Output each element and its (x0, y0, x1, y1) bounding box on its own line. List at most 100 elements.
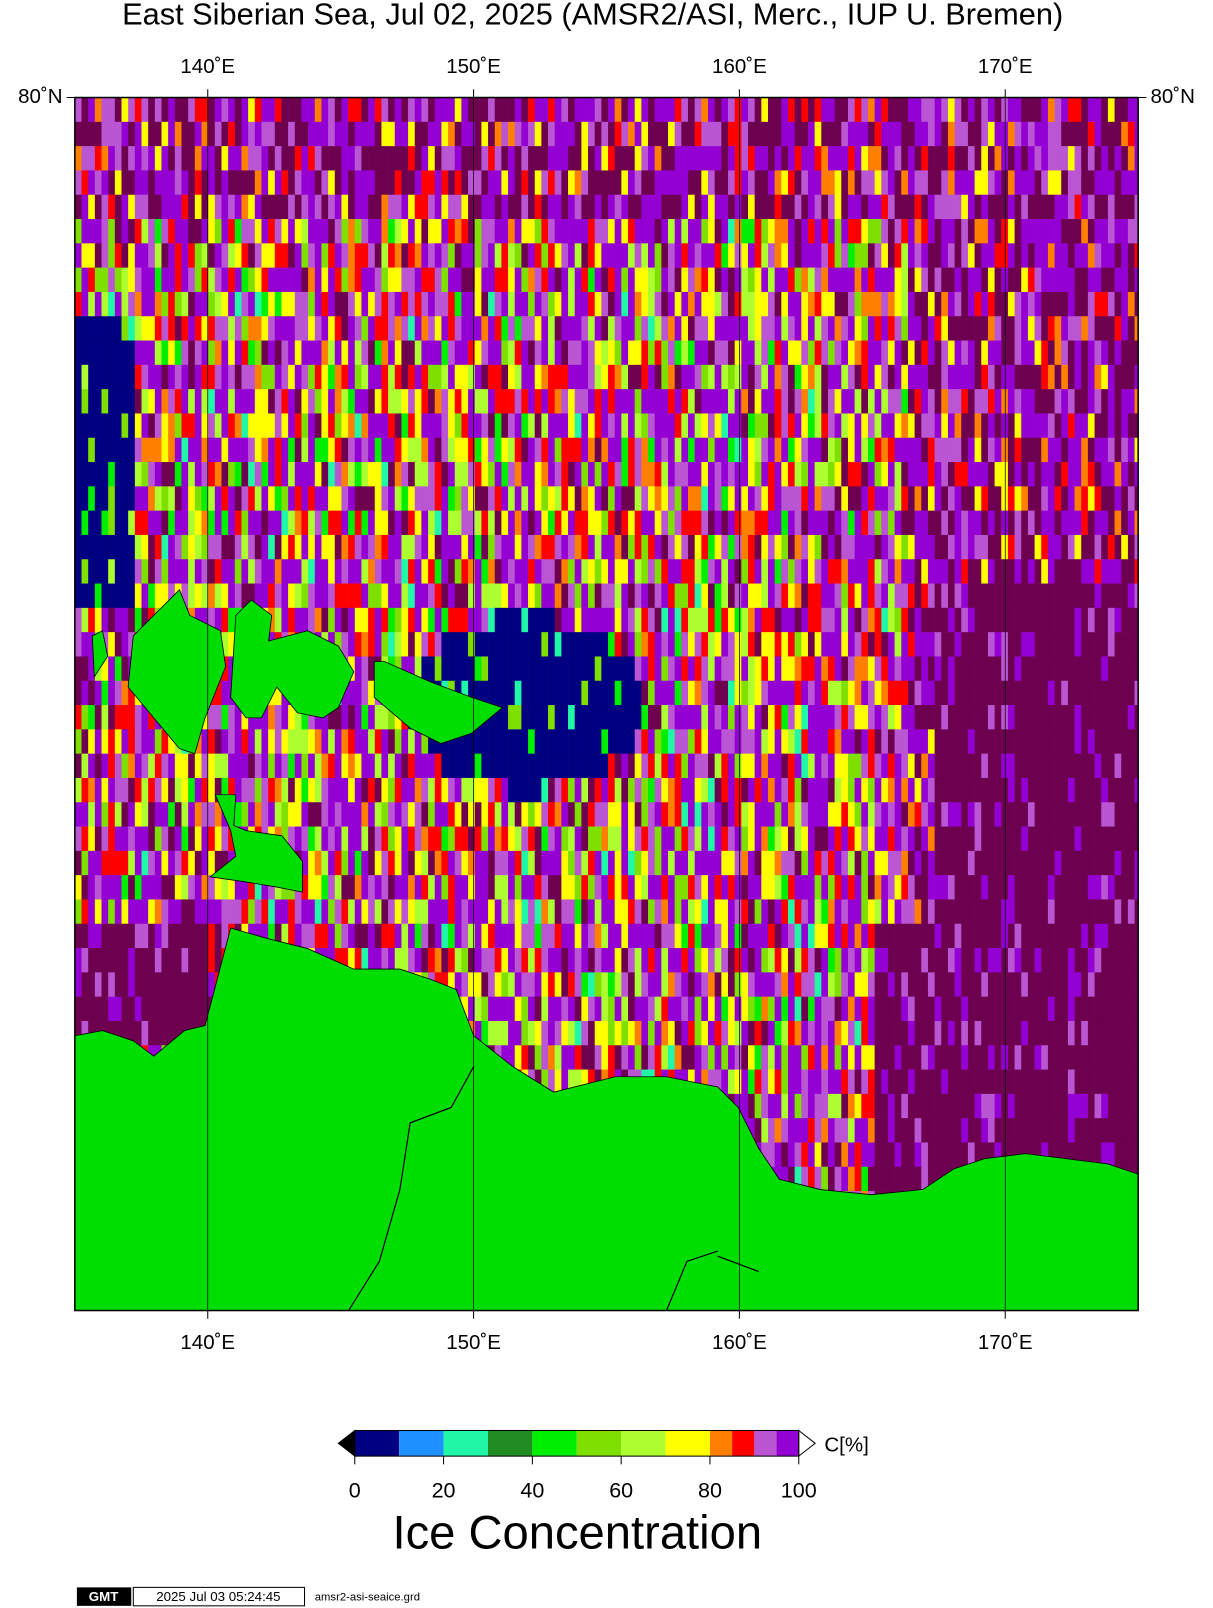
ice-cell (254, 121, 262, 147)
ice-cell (801, 437, 809, 463)
ice-cell (288, 607, 296, 633)
ice-cell (787, 656, 795, 682)
ice-cell (614, 267, 622, 293)
ice-cell (914, 413, 922, 439)
ice-cell (1001, 559, 1009, 584)
ice-cell (767, 121, 775, 147)
ice-cell (987, 510, 995, 536)
ice-cell (301, 219, 309, 244)
ice-cell (847, 559, 855, 584)
ice-cell (881, 316, 889, 341)
ice-cell (81, 97, 89, 123)
ice-cell (634, 729, 642, 754)
ice-cell (268, 316, 276, 341)
ice-cell (401, 486, 409, 511)
ice-cell (887, 340, 895, 366)
ice-cell (568, 680, 576, 706)
ice-cell (1021, 462, 1029, 487)
ice-cell (134, 462, 142, 487)
ice-cell (1047, 389, 1055, 414)
ice-cell (827, 340, 835, 366)
ice-cell (534, 437, 542, 463)
ice-cell (101, 243, 109, 268)
ice-cell (181, 462, 189, 487)
ice-cell (228, 219, 236, 244)
ice-cell (148, 559, 156, 584)
ice-cell (714, 656, 722, 682)
ice-cell (1027, 534, 1035, 560)
ice-cell (867, 121, 875, 147)
ice-cell (801, 364, 809, 390)
ice-cell (621, 826, 629, 852)
ice-cell (534, 753, 542, 779)
ice-cell (208, 194, 216, 220)
ice-cell (961, 219, 969, 244)
ice-cell (821, 802, 829, 827)
ice-cell (1087, 802, 1095, 827)
ice-cell (861, 170, 869, 196)
ice-cell (288, 364, 296, 390)
ice-cell (161, 826, 169, 852)
ice-cell (408, 729, 416, 754)
ice-cell (394, 389, 402, 414)
ice-cell (961, 583, 969, 609)
ice-cell (668, 486, 675, 511)
ice-cell (901, 316, 909, 341)
ice-cell (787, 607, 795, 633)
ice-cell (174, 316, 182, 341)
ice-cell (308, 437, 316, 463)
ice-cell (1001, 146, 1009, 171)
ice-cell (1001, 656, 1009, 682)
ice-cell (648, 607, 655, 633)
ice-cell (681, 364, 689, 390)
ice-cell (1067, 705, 1075, 730)
ice-cell (907, 656, 915, 682)
ice-cell (654, 437, 662, 463)
ice-cell (174, 559, 182, 584)
ice-cell (867, 729, 875, 754)
ice-cell (314, 559, 322, 584)
ice-cell (987, 121, 995, 147)
ice-cell (1014, 219, 1022, 244)
ice-cell (314, 364, 322, 390)
ice-cell (594, 219, 602, 244)
ice-cell (588, 486, 596, 511)
ice-cell (614, 486, 622, 511)
ice-cell (468, 462, 476, 487)
ice-cell (408, 802, 416, 827)
ice-cell (807, 777, 815, 803)
ice-cell (321, 826, 329, 852)
ice-cell (787, 510, 795, 536)
ice-cell (907, 243, 915, 268)
ice-cell (774, 705, 782, 730)
ice-cell (821, 146, 829, 171)
ice-cell (1081, 146, 1089, 171)
ice-cell (1081, 753, 1089, 779)
ice-cell (827, 607, 835, 633)
ice-cell (308, 583, 316, 609)
ice-cell (481, 219, 489, 244)
ice-cell (408, 413, 416, 439)
ice-cell (1061, 680, 1069, 706)
ice-cell (1034, 364, 1042, 390)
ice-cell (1127, 146, 1135, 171)
ice-cell (354, 559, 362, 584)
ice-cell (1014, 413, 1022, 439)
ice-cell (841, 680, 849, 706)
ice-cell (861, 462, 869, 487)
ice-cell (168, 826, 176, 852)
ice-cell (414, 607, 422, 633)
ice-cell (494, 583, 502, 609)
ice-cell (134, 510, 142, 536)
ice-cell (947, 802, 955, 827)
ice-cell (114, 753, 122, 779)
ice-cell (767, 219, 775, 244)
ice-cell (801, 583, 809, 609)
ice-cell (714, 826, 722, 852)
ice-cell (854, 364, 862, 390)
ice-cell (641, 583, 649, 609)
ice-cell (601, 729, 609, 754)
ice-cell (214, 97, 222, 123)
ice-cell (814, 316, 822, 341)
ice-cell (441, 170, 449, 196)
